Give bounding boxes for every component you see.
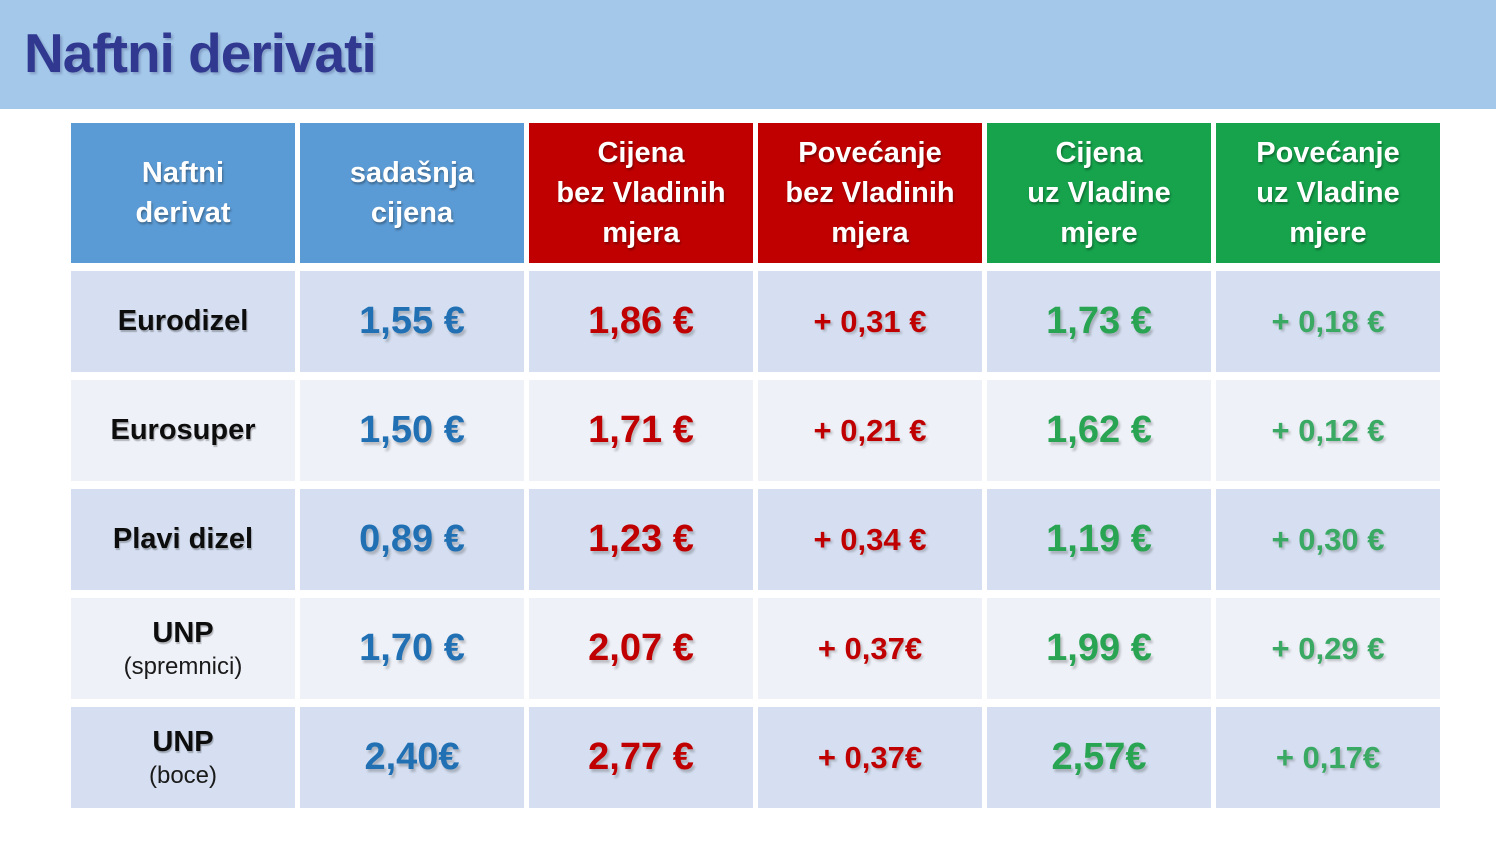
price-without-measures-cell: 1,86 € xyxy=(529,271,753,372)
increase-without-measures-cell: + 0,37€ xyxy=(758,598,982,699)
product-name: Plavi dizel xyxy=(71,523,295,556)
product-subname: (boce) xyxy=(148,761,218,789)
product-name: UNP (spremnici) xyxy=(71,617,295,681)
product-name: Eurosuper xyxy=(71,414,295,447)
table-header-row: Naftni derivat sadašnja cijena Cijena be… xyxy=(71,123,1440,263)
increase-with-measures-cell: + 0,17€ xyxy=(1216,707,1440,808)
current-price-cell: 1,70 € xyxy=(300,598,524,699)
col-header-cijena-uz-mjere: Cijena uz Vladine mjere xyxy=(987,123,1211,263)
current-price-cell: 2,40€ xyxy=(300,707,524,808)
increase-without-measures-cell: + 0,34 € xyxy=(758,489,982,590)
product-name-text: UNP xyxy=(152,616,214,649)
title-banner: Naftni derivati xyxy=(0,0,1496,109)
col-header-naftni-derivat: Naftni derivat xyxy=(71,123,295,263)
product-name-text: UNP xyxy=(152,725,214,758)
product-name-cell: UNP (spremnici) xyxy=(71,598,295,699)
table-row-unp-boce: UNP (boce) 2,40€ 2,77 € + 0,37€ 2,57€ + 0… xyxy=(71,707,1440,808)
current-price-cell: 1,55 € xyxy=(300,271,524,372)
product-name-text: Eurosuper xyxy=(110,413,256,446)
increase-without-measures-cell: + 0,31 € xyxy=(758,271,982,372)
product-name-text: Plavi dizel xyxy=(112,522,254,555)
price-with-measures-cell: 1,99 € xyxy=(987,598,1211,699)
table-row-plavi-dizel: Plavi dizel 0,89 € 1,23 € + 0,34 € 1,19 … xyxy=(71,489,1440,590)
increase-with-measures-cell: + 0,18 € xyxy=(1216,271,1440,372)
price-with-measures-cell: 1,73 € xyxy=(987,271,1211,372)
fuel-price-table: Naftni derivat sadašnja cijena Cijena be… xyxy=(66,115,1445,816)
table-row-eurosuper: Eurosuper 1,50 € 1,71 € + 0,21 € 1,62 € … xyxy=(71,380,1440,481)
price-without-measures-cell: 2,07 € xyxy=(529,598,753,699)
product-subname: (spremnici) xyxy=(123,652,243,680)
price-without-measures-cell: 1,23 € xyxy=(529,489,753,590)
product-name-cell: Eurosuper xyxy=(71,380,295,481)
col-header-sadasnja-cijena: sadašnja cijena xyxy=(300,123,524,263)
table-row-eurodizel: Eurodizel 1,55 € 1,86 € + 0,31 € 1,73 € … xyxy=(71,271,1440,372)
current-price-cell: 1,50 € xyxy=(300,380,524,481)
product-name: UNP (boce) xyxy=(71,726,295,790)
increase-with-measures-cell: + 0,29 € xyxy=(1216,598,1440,699)
product-name-cell: Eurodizel xyxy=(71,271,295,372)
col-header-cijena-bez-mjera: Cijena bez Vladinih mjera xyxy=(529,123,753,263)
price-without-measures-cell: 1,71 € xyxy=(529,380,753,481)
col-header-povecanje-bez-mjera: Povećanje bez Vladinih mjera xyxy=(758,123,982,263)
current-price-cell: 0,89 € xyxy=(300,489,524,590)
price-without-measures-cell: 2,77 € xyxy=(529,707,753,808)
product-name: Eurodizel xyxy=(71,305,295,338)
product-name-cell: Plavi dizel xyxy=(71,489,295,590)
increase-with-measures-cell: + 0,12 € xyxy=(1216,380,1440,481)
price-with-measures-cell: 2,57€ xyxy=(987,707,1211,808)
product-name-cell: UNP (boce) xyxy=(71,707,295,808)
price-with-measures-cell: 1,19 € xyxy=(987,489,1211,590)
price-with-measures-cell: 1,62 € xyxy=(987,380,1211,481)
col-header-povecanje-uz-mjere: Povećanje uz Vladine mjere xyxy=(1216,123,1440,263)
product-name-text: Eurodizel xyxy=(117,304,249,337)
table-row-unp-spremnici: UNP (spremnici) 1,70 € 2,07 € + 0,37€ 1,9… xyxy=(71,598,1440,699)
page-title: Naftni derivati xyxy=(24,21,377,84)
increase-with-measures-cell: + 0,30 € xyxy=(1216,489,1440,590)
increase-without-measures-cell: + 0,37€ xyxy=(758,707,982,808)
increase-without-measures-cell: + 0,21 € xyxy=(758,380,982,481)
